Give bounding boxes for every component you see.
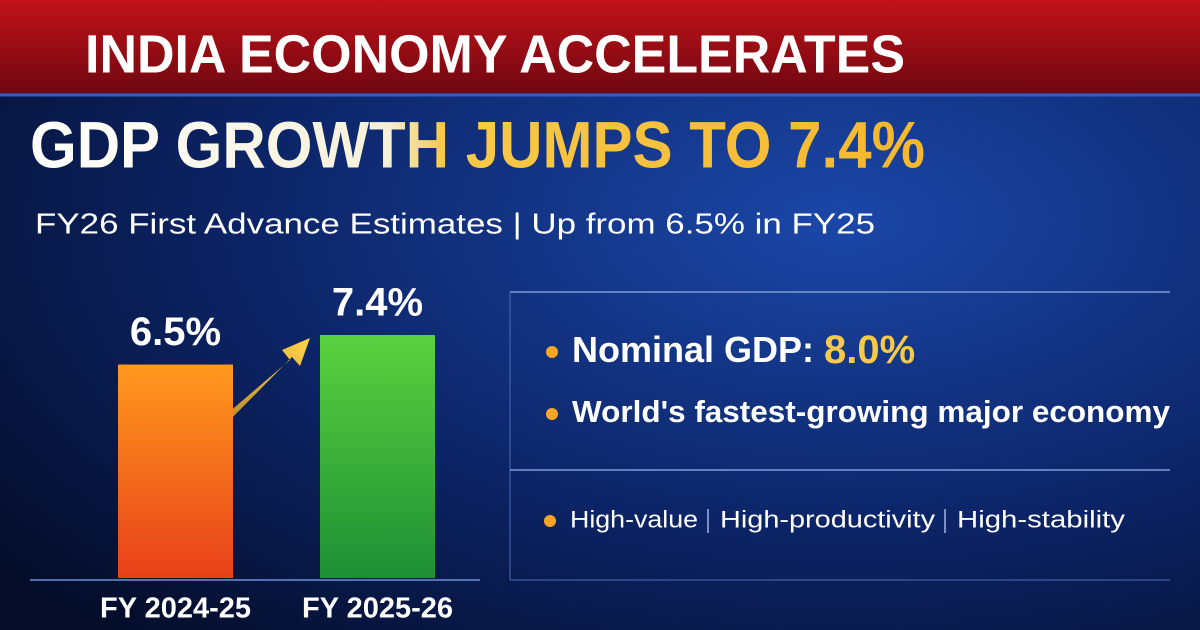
tag: High-productivity bbox=[720, 506, 935, 533]
category-label: FY 2024-25 bbox=[100, 593, 251, 625]
highlight: World's fastest-growing major economy bbox=[572, 394, 1171, 429]
subtitle: FY26 First Advance Estimates | Up from 6… bbox=[35, 209, 875, 241]
bullet bbox=[546, 408, 558, 420]
value-label: 6.5% bbox=[130, 310, 221, 354]
bar bbox=[320, 335, 435, 578]
bullet bbox=[544, 515, 556, 527]
highlight-label: Nominal GDP: bbox=[572, 329, 814, 370]
growth-arrow bbox=[222, 338, 310, 424]
value-label: 7.4% bbox=[332, 281, 423, 325]
bullet bbox=[546, 346, 558, 358]
header-band bbox=[0, 0, 1200, 95]
highlight: Nominal GDP: 8.0% bbox=[572, 328, 915, 372]
highlight-value: 8.0% bbox=[824, 328, 915, 372]
bar bbox=[118, 364, 233, 578]
highlight-label: World's fastest-growing major economy bbox=[572, 394, 1171, 429]
header: INDIA ECONOMY ACCELERATES bbox=[85, 24, 905, 84]
tag: High-stability bbox=[957, 506, 1125, 533]
tag: High-value bbox=[570, 506, 698, 533]
headline: GDP GROWTH JUMPS TO 7.4% bbox=[30, 107, 925, 181]
category-label: FY 2025-26 bbox=[302, 593, 453, 625]
